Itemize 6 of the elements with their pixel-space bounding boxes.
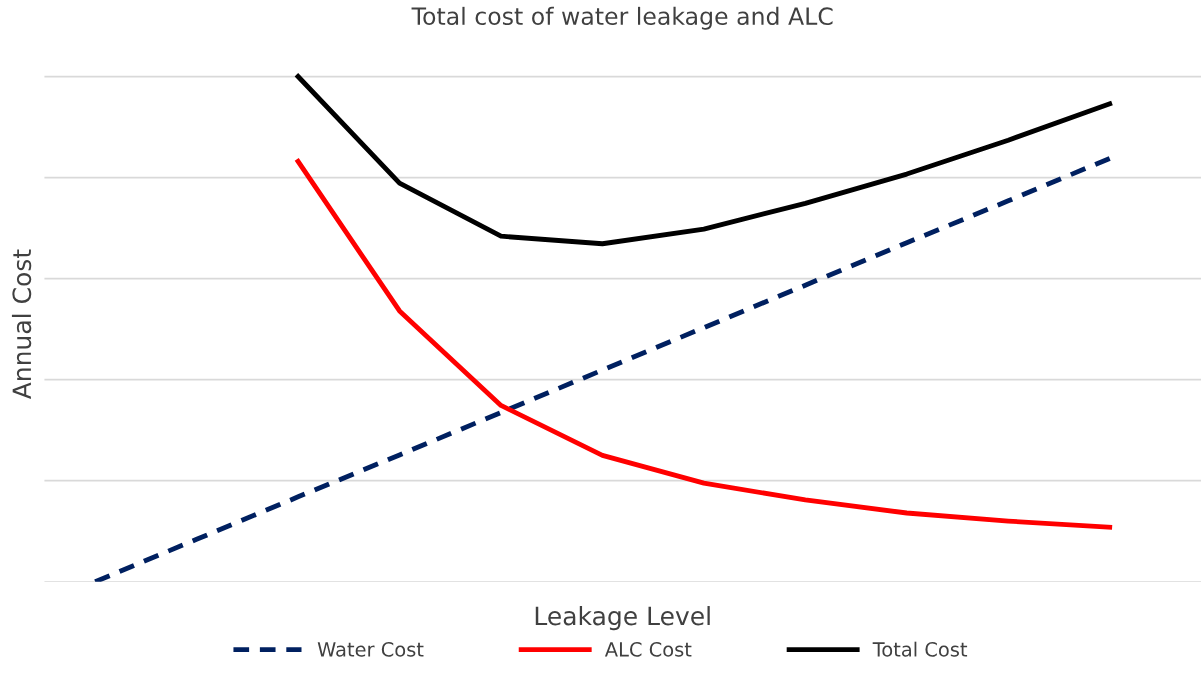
legend-label: Total Cost: [872, 641, 968, 657]
chart-title: Total cost of water leakage and ALC: [411, 6, 833, 30]
y-axis-title: Annual Cost: [11, 249, 32, 400]
x-axis-title: Leakage Level: [535, 606, 710, 631]
legend-label: Water Cost: [317, 642, 424, 657]
legend-label: ALC Cost: [604, 642, 692, 657]
